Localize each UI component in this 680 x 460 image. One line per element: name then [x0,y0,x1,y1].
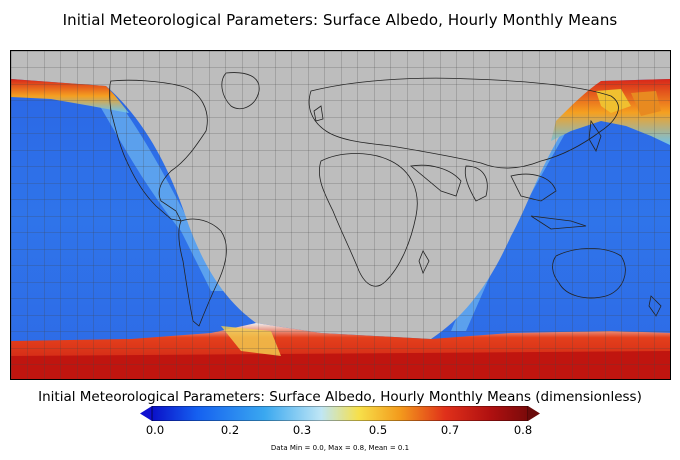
graticule [11,51,670,379]
map-title: Initial Meteorological Parameters: Surfa… [62,11,618,29]
colorbar-gradient [151,406,529,421]
data-stats: Data Min = 0.0, Max = 0.8, Mean = 0.1 [270,444,410,452]
colorbar-tick: 0.0 [145,423,165,437]
colorbar-title: Initial Meteorological Parameters: Surfa… [38,389,642,405]
colorbar-max-arrow [528,406,540,421]
colorbar [140,406,540,421]
colorbar-tick: 0.8 [513,423,533,437]
colorbar-tick: 0.5 [368,423,388,437]
albedo-map [10,50,671,380]
map-svg [11,51,670,379]
colorbar-tick: 0.2 [220,423,240,437]
colorbar-min-arrow [140,406,152,421]
colorbar-tick: 0.3 [292,423,312,437]
colorbar-tick: 0.7 [440,423,460,437]
